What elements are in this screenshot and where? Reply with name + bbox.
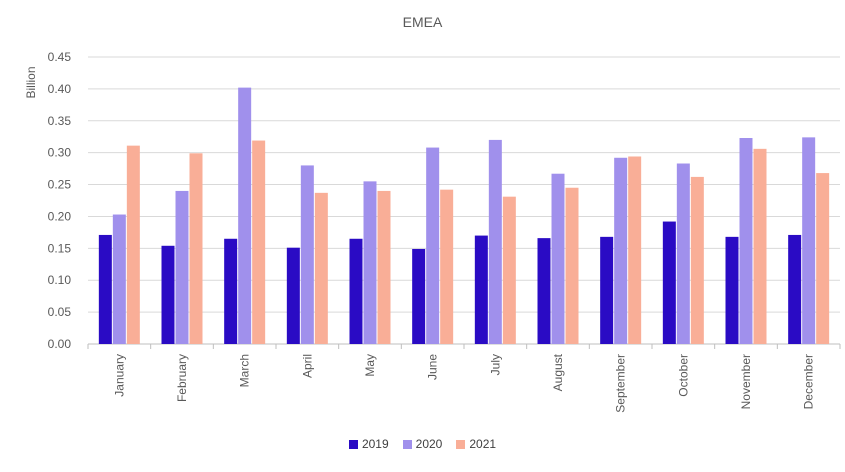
legend-label-2021: 2021 [469, 437, 497, 451]
bar-2021-november [753, 148, 767, 344]
x-tick-label: August [551, 353, 565, 391]
x-tick-label: April [300, 354, 314, 378]
bar-2021-april [314, 192, 328, 344]
bar-2020-december [802, 137, 816, 344]
bar-2020-april [300, 165, 314, 344]
bar-2021-december [816, 173, 830, 344]
bar-2019-may [349, 238, 363, 344]
legend-item-2021: 2021 [456, 437, 496, 451]
legend-label-2020: 2020 [415, 437, 443, 451]
bar-2021-october [690, 176, 704, 344]
bar-2019-july [474, 235, 488, 344]
x-tick-label: September [614, 354, 628, 413]
bar-2021-february [189, 153, 203, 344]
bar-2021-september [628, 156, 642, 344]
y-tick-label: 0.40 [48, 82, 72, 96]
y-tick-label: 0.20 [48, 209, 72, 223]
bar-2020-july [488, 139, 502, 344]
x-tick-label: December [802, 354, 816, 409]
legend-label-2019: 2019 [361, 437, 389, 451]
legend-swatch-2019 [348, 439, 358, 449]
y-tick-label: 0.45 [48, 50, 72, 64]
x-tick-label: October [676, 354, 690, 397]
x-tick-label: June [426, 354, 440, 380]
bar-2019-september [600, 236, 614, 344]
y-tick-label: 0.05 [48, 305, 72, 319]
y-tick-label: 0.35 [48, 114, 72, 128]
x-tick-label: January [112, 354, 126, 397]
bar-2021-may [377, 190, 391, 344]
legend: 2019 2020 2021 [0, 437, 845, 451]
y-tick-label: 0.30 [48, 146, 72, 160]
bar-2019-october [662, 221, 676, 344]
bar-2019-january [98, 234, 112, 344]
bar-2019-april [286, 247, 300, 344]
legend-swatch-2020 [402, 439, 412, 449]
y-tick-label: 0.15 [48, 241, 72, 255]
bar-2020-september [614, 157, 628, 344]
bar-2019-february [161, 245, 175, 344]
chart-title: EMEA [402, 14, 443, 30]
y-tick-label: 0.10 [48, 273, 72, 287]
bar-2020-january [112, 214, 126, 344]
bar-2020-november [739, 137, 753, 344]
bar-2021-january [126, 145, 140, 344]
x-tick-label: November [739, 354, 753, 409]
x-tick-label: March [238, 354, 252, 387]
bar-2020-august [551, 173, 565, 344]
bar-2021-march [252, 140, 266, 344]
y-tick-label: 0.25 [48, 178, 72, 192]
bar-2020-october [676, 163, 690, 344]
bar-2019-november [725, 236, 739, 344]
legend-item-2020: 2020 [402, 437, 443, 451]
x-tick-label: July [488, 354, 502, 375]
bar-2019-december [788, 234, 802, 344]
bar-2019-march [224, 238, 238, 344]
legend-swatch-2021 [456, 439, 466, 449]
y-axis-label: Billion [24, 66, 38, 98]
bar-2020-june [426, 147, 440, 344]
bar-2020-march [238, 87, 252, 344]
legend-item-2019: 2019 [348, 437, 389, 451]
bar-2021-june [440, 189, 454, 344]
bar-2021-july [502, 196, 516, 344]
x-tick-label: May [363, 354, 377, 377]
bar-2020-may [363, 181, 377, 344]
bar-2019-august [537, 238, 551, 344]
bar-2021-august [565, 187, 579, 344]
bar-2020-february [175, 190, 189, 344]
y-tick-label: 0.00 [48, 337, 72, 351]
x-tick-label: February [175, 354, 189, 402]
bar-2019-june [412, 248, 426, 344]
